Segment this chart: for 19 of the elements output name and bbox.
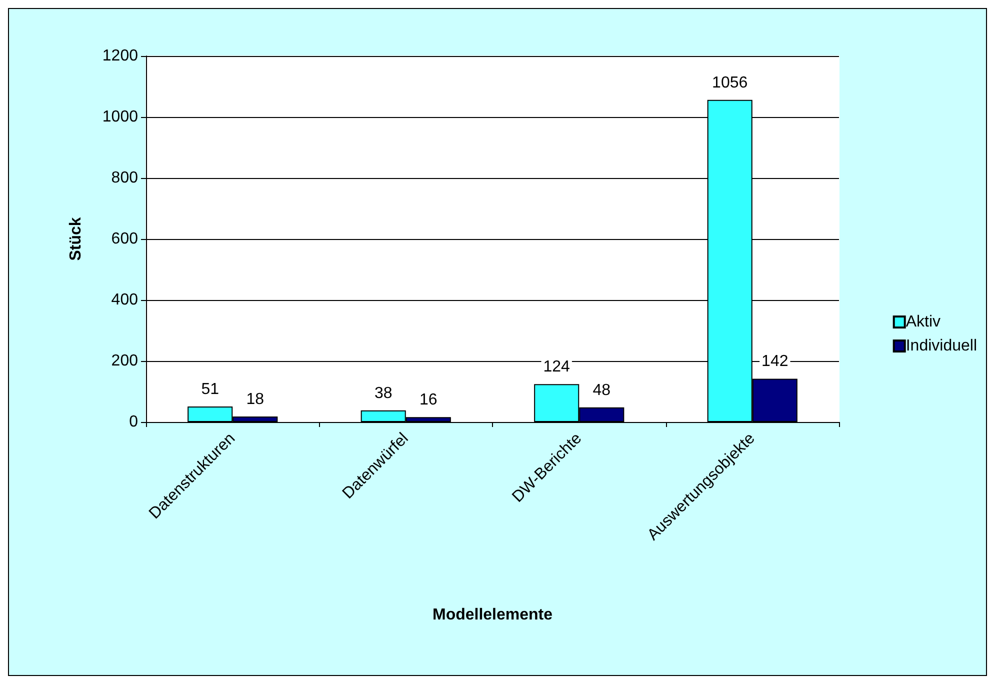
data-label: 16 [420, 392, 438, 409]
y-tick-label: 200 [111, 352, 138, 370]
data-label: 142 [762, 353, 788, 370]
y-axis-title: Stück [68, 217, 84, 261]
data-label: 51 [201, 380, 220, 398]
data-label: 38 [374, 384, 392, 402]
data-label: 18 [246, 391, 264, 408]
data-label: 1056 [712, 74, 748, 92]
y-tick-label: 0 [129, 414, 138, 430]
legend-label: Individuell [906, 338, 977, 354]
y-tick-label: 800 [111, 170, 138, 186]
y-tick-label: 600 [111, 230, 138, 248]
data-label: 124 [543, 358, 570, 376]
y-tick-label: 1200 [102, 48, 138, 64]
legend-label: Aktiv [906, 314, 941, 330]
y-tick-label: 1000 [102, 108, 138, 126]
data-label: 48 [592, 382, 611, 399]
y-tick-label: 400 [111, 292, 138, 308]
x-axis-title: Modellelemente [432, 606, 553, 624]
